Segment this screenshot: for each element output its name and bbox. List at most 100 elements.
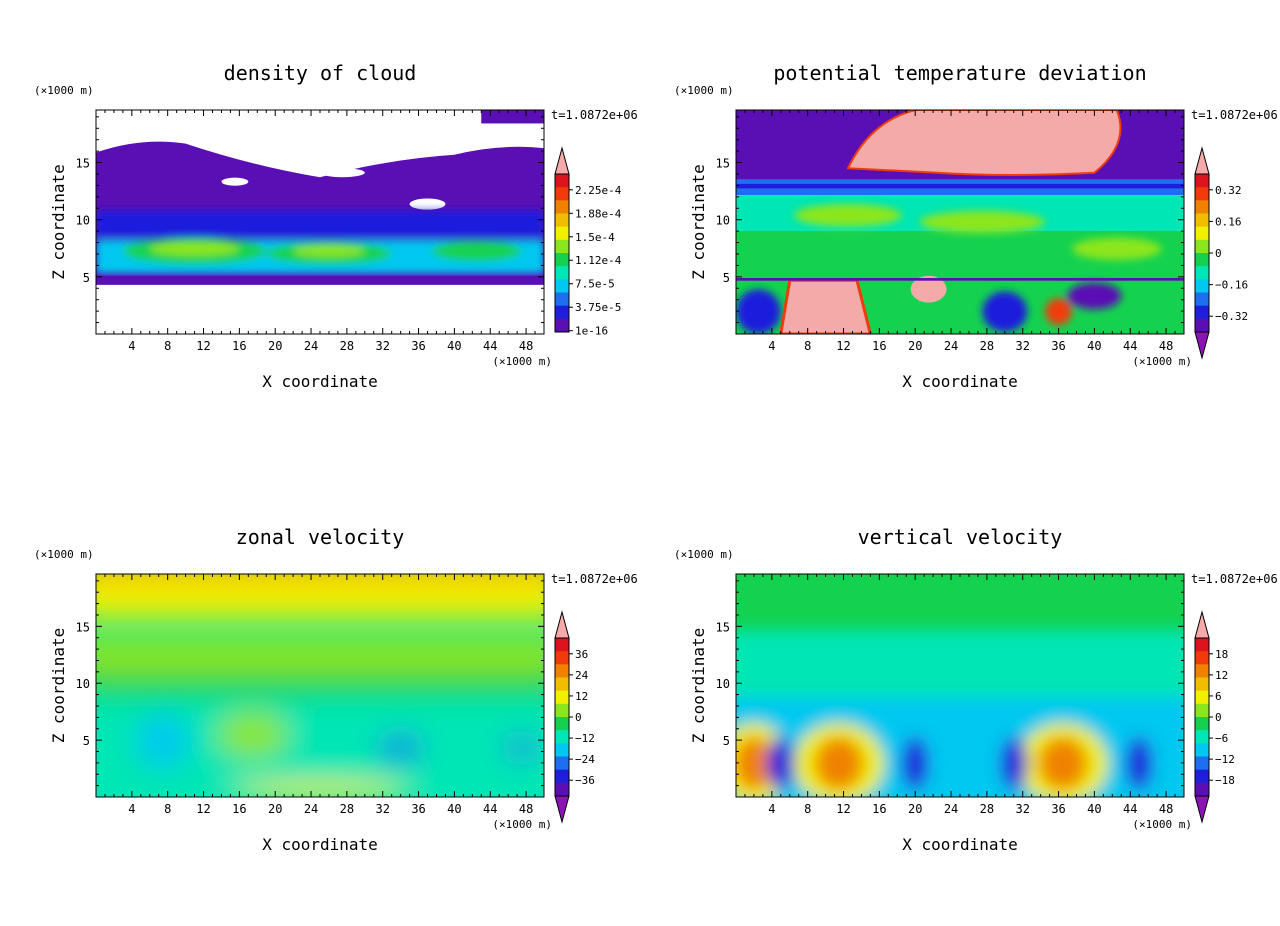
colorbar-segment [1195,703,1209,718]
x-tick-label: 20 [268,339,282,353]
colorbar-segment [1195,769,1209,784]
colorbar-label: 0.32 [1215,184,1242,197]
y-tick-label: 10 [716,677,730,691]
y-tick-label: 15 [716,620,730,634]
x-tick-label: 8 [164,339,171,353]
colorbar-segment [1195,239,1209,254]
colorbar-label: −36 [575,774,595,787]
x-tick-label: 8 [164,802,171,816]
x-tick-label: 16 [232,802,246,816]
colorbar-label: 1.12e-4 [575,254,622,267]
y-unit-label: (×1000 m) [674,548,734,561]
colorbar-segment [1195,664,1209,678]
colorbar-segment [555,690,569,705]
colorbar-segment [555,677,569,692]
x-axis-label: X coordinate [902,835,1018,854]
x-tick-label: 4 [128,802,135,816]
colorbar-segment [555,305,569,320]
colorbar-label: −0.32 [1215,310,1248,323]
x-tick-label: 24 [304,339,318,353]
x-tick-label: 36 [411,802,425,816]
time-label: t=1.0872e+06 [551,108,638,122]
x-unit-label: (×1000 m) [1132,355,1192,368]
y-axis-label: Z coordinate [49,164,68,280]
colorbar-segment [555,651,569,665]
colorbar-segment [555,174,569,188]
x-tick-label: 16 [232,339,246,353]
colorbar-label: 2.25e-4 [575,184,622,197]
x-tick-label: 4 [128,339,135,353]
x-tick-label: 40 [447,339,461,353]
colorbar-label: −24 [575,753,595,766]
y-tick-label: 10 [76,677,90,691]
time-label: t=1.0872e+06 [551,572,638,586]
colorbar-segment [555,769,569,784]
colorbar: 2.25e-4 1.88e-4 1.5e-4 1.12e-4 7.5e-5 3.75e-5… [554,146,622,338]
colorbar-segment [1195,226,1209,241]
x-tick-label: 20 [908,802,922,816]
y-unit-label: (×1000 m) [34,84,94,97]
x-tick-label: 36 [1051,802,1065,816]
chart-title: potential temperature deviation [773,61,1146,85]
colorbar-segment [555,226,569,241]
x-tick-label: 40 [447,802,461,816]
field-zonal [96,574,544,797]
colorbar: 0.32 0.16 0 −0.16 −0.32 [1194,146,1248,360]
x-tick-label: 12 [836,339,850,353]
x-tick-label: 16 [872,339,886,353]
colorbar-label: 0 [1215,247,1222,260]
y-axis-label: Z coordinate [689,164,708,280]
chart-title: vertical velocity [858,525,1063,549]
colorbar-segment [1195,717,1209,731]
y-unit-label: (×1000 m) [34,548,94,561]
colorbar-segment [555,664,569,678]
time-label: t=1.0872e+06 [1191,108,1278,122]
y-tick-label: 5 [723,271,730,285]
x-tick-label: 24 [944,802,958,816]
colorbar-label: 1e-16 [575,325,608,338]
colorbar-segment [1195,266,1209,280]
y-tick-label: 15 [716,157,730,171]
colorbar-low-arrow [1194,331,1210,360]
colorbar-segment [555,703,569,718]
x-tick-label: 16 [872,802,886,816]
colorbar-label: −0.16 [1215,279,1248,292]
colorbar-label: 0 [575,711,582,724]
x-tick-label: 12 [196,802,210,816]
colorbar-segment [555,213,569,228]
x-tick-label: 44 [1123,802,1137,816]
x-tick-label: 36 [411,339,425,353]
x-unit-label: (×1000 m) [1132,818,1192,831]
colorbar-segment [1195,638,1209,652]
colorbar-segment [555,638,569,652]
colorbar-segment [555,253,569,267]
x-tick-label: 32 [1015,802,1029,816]
colorbar: 36 24 12 0 −12 −24 −36 [554,610,595,824]
colorbar-segment [555,266,569,280]
field-vertical [736,574,1184,797]
colorbar-label: 24 [575,669,589,682]
x-tick-label: 4 [768,802,775,816]
y-tick-label: 5 [83,271,90,285]
colorbar-segment [1195,292,1209,307]
colorbar-high-arrow [554,610,570,639]
x-tick-label: 4 [768,339,775,353]
colorbar-segment [1195,253,1209,267]
x-tick-label: 24 [944,339,958,353]
colorbar-segment [1195,651,1209,665]
x-axis-label: X coordinate [262,372,378,391]
colorbar-segment [555,292,569,307]
chart-title: zonal velocity [236,525,405,549]
y-tick-label: 15 [76,620,90,634]
colorbar-segment [1195,200,1209,214]
colorbar-low-arrow [554,795,570,824]
x-tick-label: 32 [1015,339,1029,353]
colorbar-label: −12 [1215,753,1235,766]
colorbar-label: −12 [575,732,595,745]
colorbar-label: 1.5e-4 [575,231,615,244]
y-tick-label: 10 [716,214,730,228]
